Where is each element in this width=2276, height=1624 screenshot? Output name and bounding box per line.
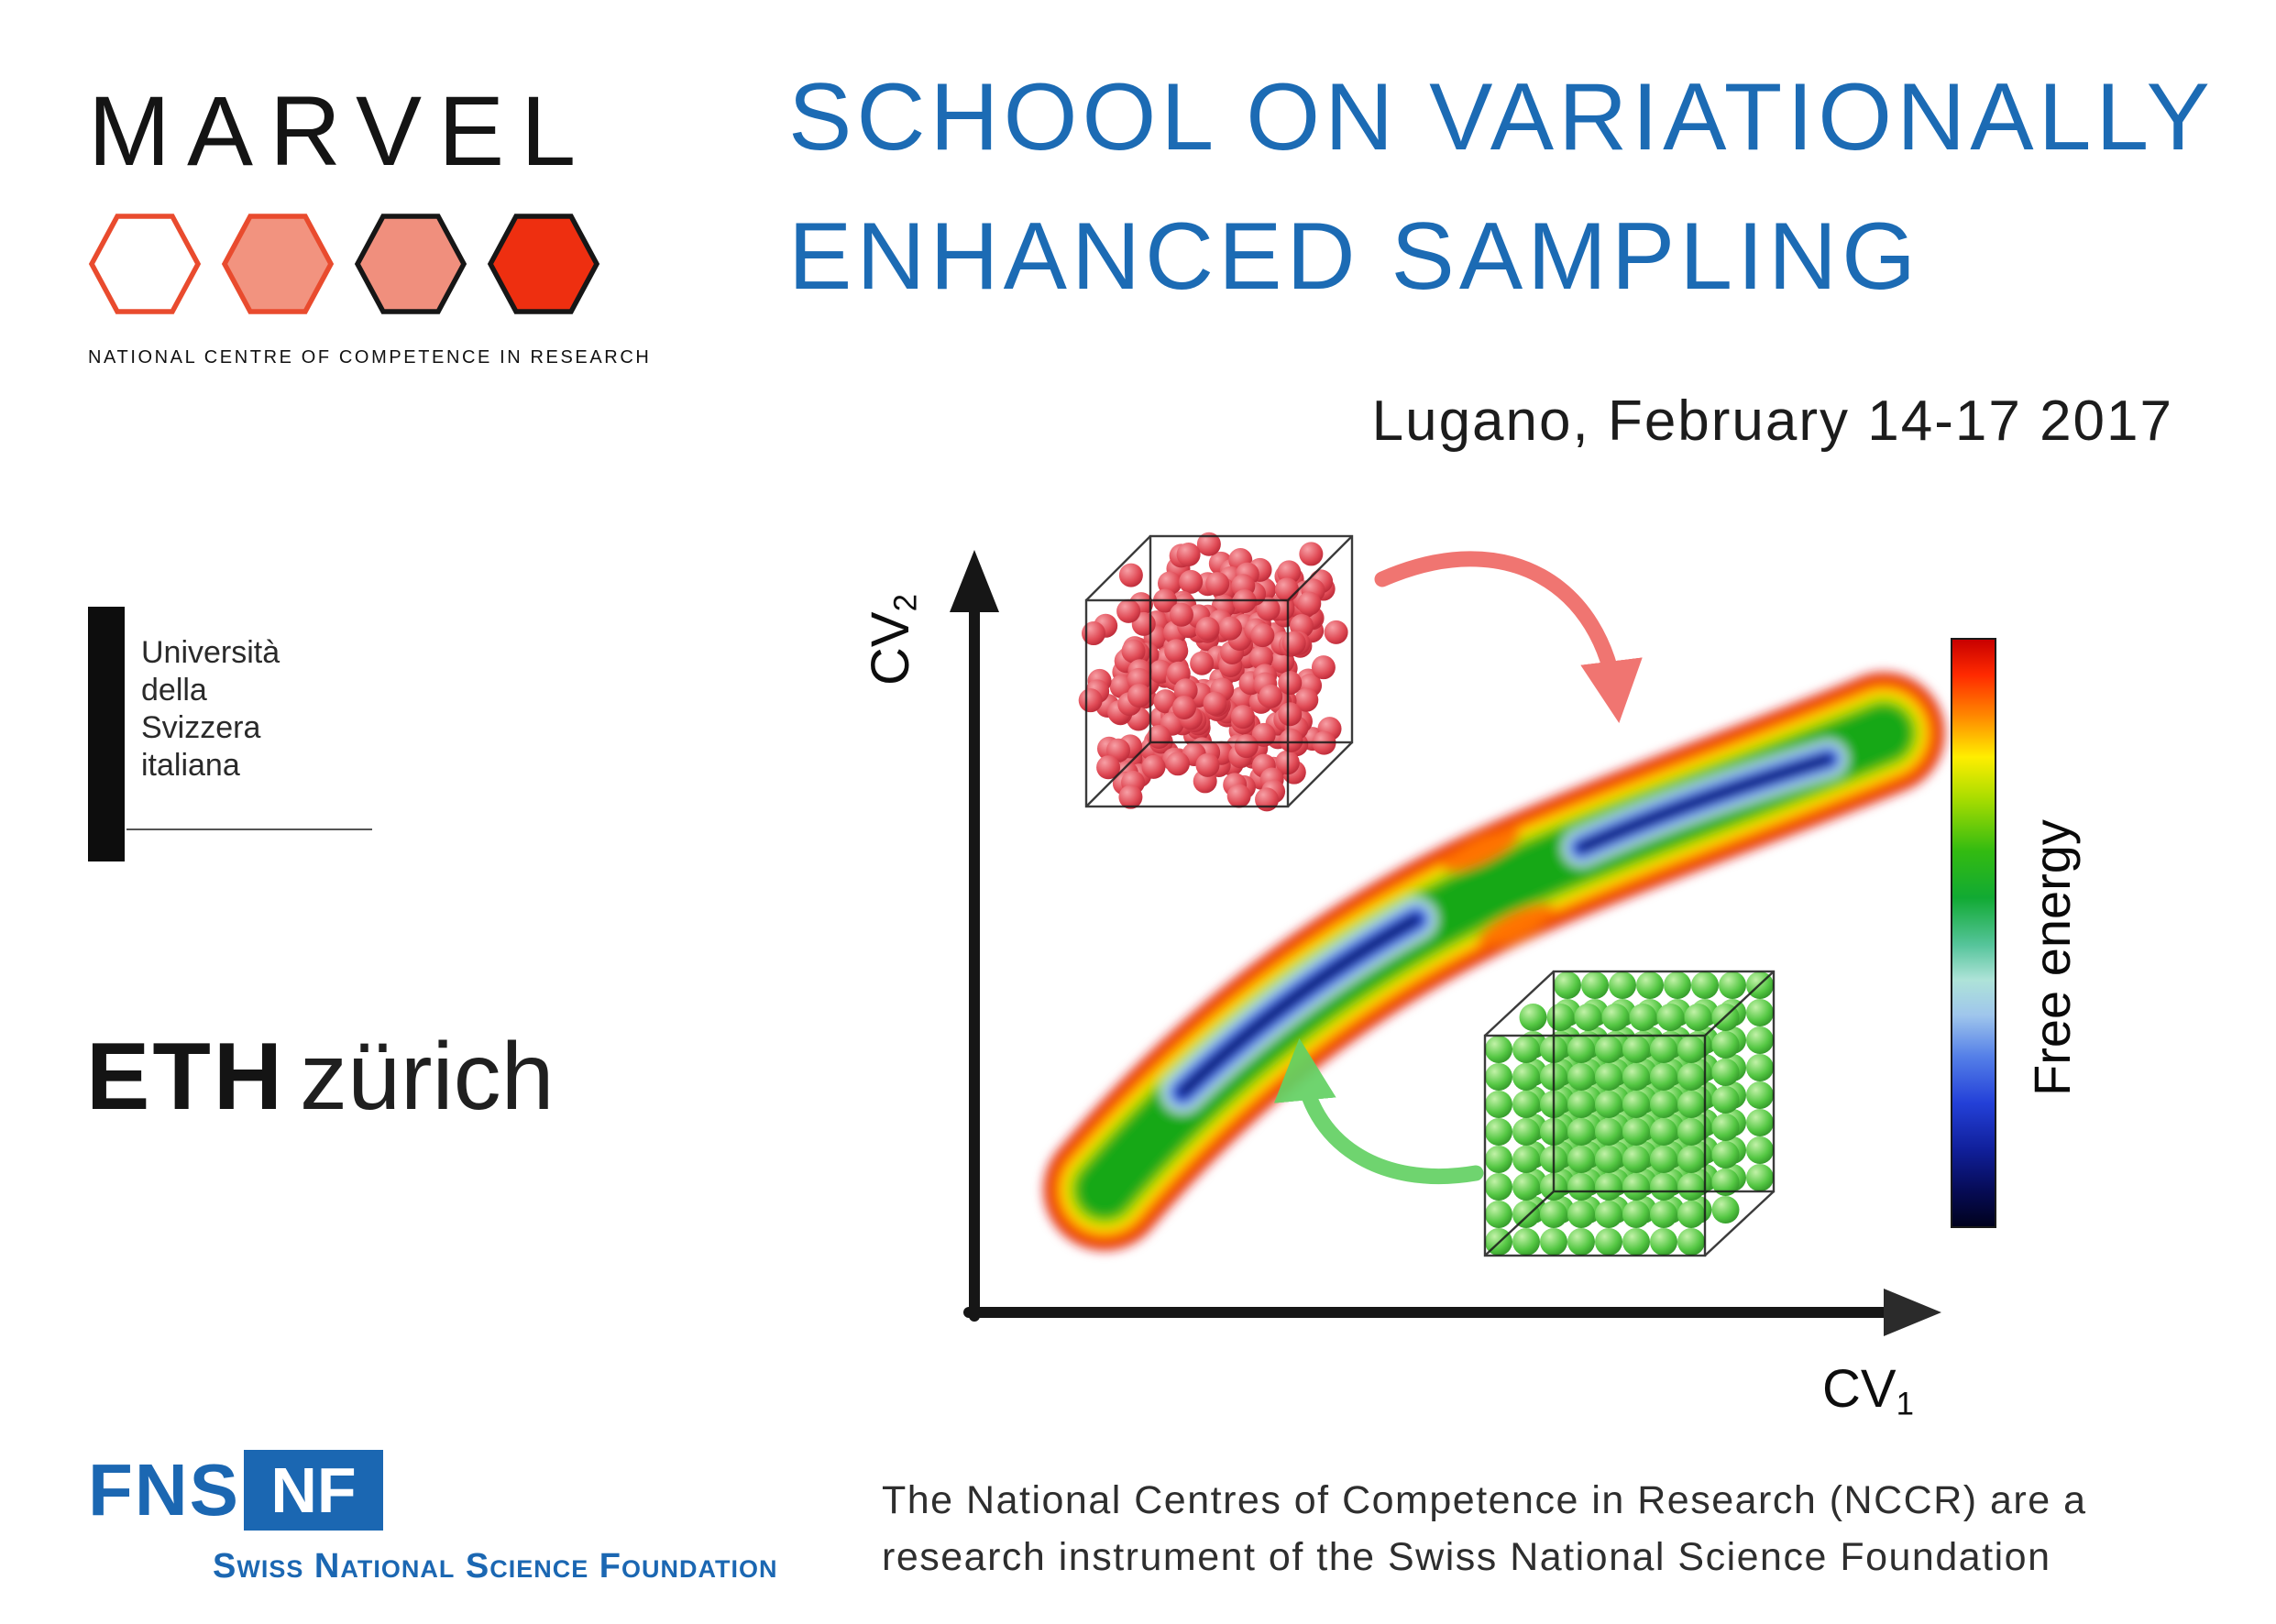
- disordered-state-cube: [1078, 532, 1354, 812]
- x-axis-arrowhead-icon: [1884, 1289, 1941, 1336]
- poster-title: SCHOOL ON VARIATIONALLY ENHANCED SAMPLIN…: [788, 48, 2215, 326]
- footer-note: The National Centres of Competence in Re…: [882, 1472, 2087, 1586]
- ordered-state-cube: [1483, 970, 1776, 1257]
- snsf-nf-box: NF: [244, 1450, 383, 1531]
- marvel-tagline: NATIONAL CENTRE OF COMPETENCE IN RESEARC…: [88, 347, 652, 368]
- x-axis-label-sub: 1: [1896, 1386, 1914, 1422]
- y-axis-label: CV2: [860, 594, 925, 686]
- saddle-pinch-bottom: [1477, 904, 1556, 948]
- marvel-hexagon-3: [354, 214, 467, 314]
- eth-city: zürich: [300, 1024, 555, 1130]
- snsf-nf-text: NF: [270, 1454, 357, 1526]
- x-axis-label: CV1: [1822, 1358, 1914, 1423]
- x-axis: [963, 1289, 1941, 1336]
- title-line-1: SCHOOL ON VARIATIONALLY: [788, 64, 2215, 170]
- title-line-2: ENHANCED SAMPLING: [788, 203, 1920, 310]
- usi-line-1: Università: [141, 635, 280, 670]
- marvel-wordmark: MARVEL: [88, 75, 593, 186]
- green-transition-arrow-icon: [1273, 1037, 1484, 1185]
- y-axis-label-text: CV: [861, 611, 920, 686]
- usi-line-4: italiana: [141, 748, 240, 783]
- marvel-logo: MARVEL NATIONAL CENTRE OF COMPETENCE IN …: [88, 73, 652, 368]
- basin-upper-right: [1562, 740, 1848, 867]
- snsf-name: Swiss National Science Foundation: [213, 1547, 778, 1586]
- usi-logo-rule: [126, 828, 372, 830]
- marvel-hexagon-2: [221, 214, 335, 314]
- footer-line-1: The National Centres of Competence in Re…: [882, 1478, 2087, 1522]
- ordered-spheres: [1485, 971, 1774, 1256]
- snsf-fns-text: FNS: [88, 1449, 240, 1531]
- colorbar: [1951, 638, 1996, 1228]
- marvel-hexagons-icon: [88, 214, 600, 314]
- disordered-cube-wireframe: [1084, 534, 1354, 808]
- usi-logo-bar: [88, 607, 125, 861]
- snsf-logo-row: FNS NF: [88, 1448, 778, 1532]
- usi-line-2: della: [141, 673, 207, 708]
- event-location-date: Lugano, February 14-17 2017: [1371, 390, 2173, 453]
- free-energy-figure: [950, 532, 1944, 1336]
- y-axis-arrowhead-icon: [950, 550, 999, 612]
- usi-logo-text: Università della Svizzera italiana: [141, 634, 280, 785]
- footer-line-2: research instrument of the Swiss Nationa…: [882, 1535, 2051, 1579]
- snsf-logo: FNS NF Swiss National Science Foundation: [88, 1448, 778, 1586]
- eth-acronym: ETH: [86, 1024, 285, 1130]
- y-axis-label-sub: 2: [887, 594, 924, 612]
- eth-logo: ETH zürich: [86, 1023, 554, 1132]
- marvel-hexagon-1: [88, 214, 202, 314]
- red-transition-arrow-icon: [1374, 551, 1643, 723]
- ordered-cube-wireframe: [1483, 970, 1776, 1257]
- basin-lower-left: [1161, 898, 1437, 1114]
- usi-logo: Università della Svizzera italiana: [88, 607, 473, 872]
- usi-line-3: Svizzera: [141, 710, 261, 745]
- free-energy-surface: [1044, 673, 1944, 1250]
- disordered-spheres: [1078, 532, 1348, 812]
- x-axis-label-text: CV: [1822, 1359, 1897, 1419]
- colorbar-label: Free energy: [2023, 819, 2081, 1096]
- y-axis: [950, 550, 999, 1322]
- saddle-pinch-top: [1442, 828, 1521, 872]
- marvel-hexagon-4: [487, 214, 600, 314]
